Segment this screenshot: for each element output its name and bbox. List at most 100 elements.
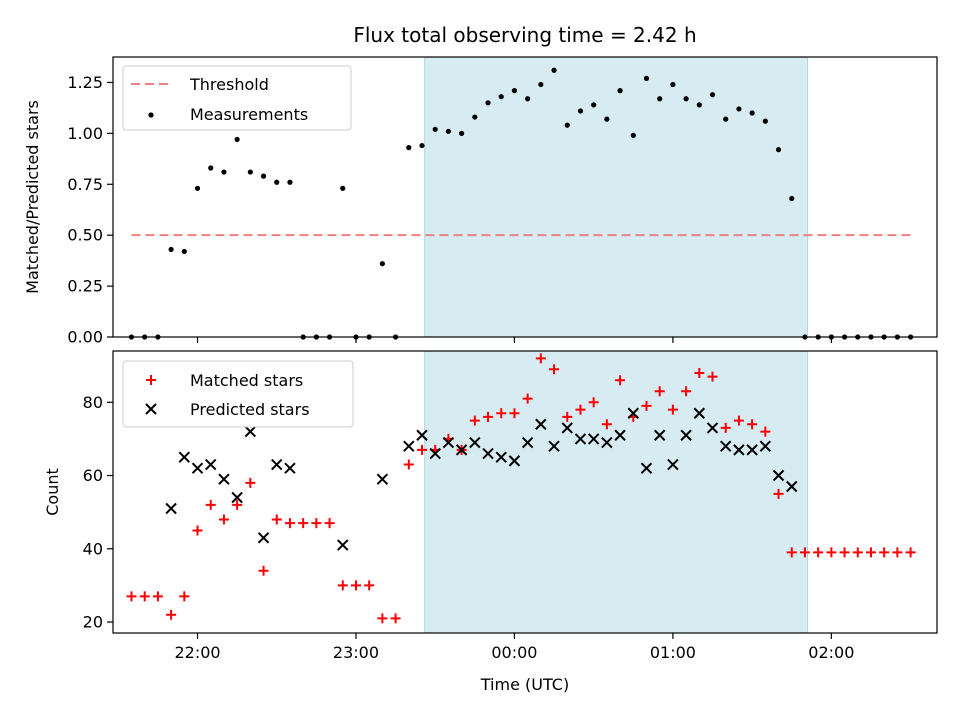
predicted-star-point [165, 502, 177, 515]
predicted-star-point [521, 436, 534, 449]
matched-star-point [469, 415, 480, 426]
predicted-star-point [653, 429, 666, 441]
bottom-x-ticks: 22:00 23:00 00:00 01:00 02:00 [174, 633, 854, 662]
matched-star-point [232, 499, 243, 510]
measurement-point [551, 67, 557, 73]
predicted-star-point [271, 458, 283, 471]
predicted-star-point [455, 444, 468, 456]
top-observing-span [424, 56, 809, 338]
predicted-star-point [376, 473, 389, 485]
measurement-point [221, 169, 227, 175]
measurement-point [696, 102, 702, 108]
top-y-axis-label: Matched/Predicted stars [23, 100, 42, 294]
measurement-point [498, 94, 504, 100]
measurement-point [564, 122, 570, 128]
y-tick-label: 1.25 [67, 73, 103, 92]
y-tick-label: 0.25 [67, 277, 103, 296]
measurement-point [683, 96, 689, 102]
top-legend-box [122, 65, 352, 131]
matched-star-point [892, 547, 903, 558]
predicted-star-point [495, 451, 507, 463]
predicted-star-point [218, 473, 230, 485]
predicted-star-point [759, 440, 772, 452]
matched-star-point [245, 477, 256, 488]
matched-star-point [575, 404, 586, 415]
matched-star-point [509, 408, 520, 419]
x-tick-label: 23:00 [333, 643, 379, 662]
measurement-point [406, 145, 412, 151]
x-tick-label: 22:00 [174, 643, 220, 662]
x-tick-label: 01:00 [650, 643, 696, 662]
top-axes-frame [112, 56, 938, 338]
measurement-point [604, 116, 610, 122]
matched-star-point [826, 547, 837, 558]
predicted-star-point [614, 429, 626, 441]
predicted-star-point [191, 462, 204, 474]
measurement-point [485, 100, 491, 106]
measurement-point [775, 147, 782, 153]
measurement-point [247, 169, 253, 175]
measurement-point [723, 116, 729, 122]
measurement-point [234, 136, 240, 143]
predicted-star-point [640, 462, 653, 474]
bottom-legend: Matched stars Predicted stars [122, 360, 354, 428]
x-axis-label: Time (UTC) [480, 675, 569, 694]
y-tick-label: 20 [83, 613, 103, 632]
matched-star-point [522, 393, 533, 404]
legend-matched-label: Matched stars [190, 371, 303, 390]
predicted-star-point [403, 440, 415, 452]
predicted-star-point [416, 429, 428, 441]
predicted-star-point [733, 444, 745, 456]
predicted-star-point [786, 480, 798, 493]
matched-star-point [879, 547, 890, 558]
matched-star-point [654, 386, 665, 397]
top-legend: Threshold Measurements [122, 65, 352, 131]
measurement-point [525, 96, 531, 102]
matched-star-point [417, 444, 427, 455]
matched-star-point [179, 591, 190, 602]
legend-measurements-swatch [148, 112, 154, 118]
matched-star-point [813, 547, 824, 558]
matched-star-point [324, 518, 335, 529]
legend-predicted-swatch [145, 403, 157, 415]
matched-star-point [350, 580, 361, 591]
matched-star-point [535, 353, 546, 364]
matched-star-point [258, 565, 269, 576]
predicted-star-point [667, 458, 679, 471]
measurement-point [459, 130, 465, 136]
predicted-star-point [574, 433, 587, 445]
matched-star-point [562, 411, 573, 422]
matched-star-point [337, 580, 348, 591]
matched-star-point [694, 367, 705, 378]
matched-star-point [760, 426, 771, 437]
predicted-star-point [601, 436, 613, 449]
predicted-star-point [535, 418, 547, 430]
measurement-point [419, 142, 425, 149]
measurement-point [445, 128, 452, 134]
predicted-star-point [244, 425, 257, 438]
matched-star-point [549, 364, 560, 375]
measurement-point [379, 261, 385, 267]
predicted-star-point [706, 422, 719, 434]
matched-star-point [205, 499, 216, 510]
y-tick-label: 40 [83, 539, 103, 558]
predicted-star-point [337, 539, 349, 551]
predicted-star-point [772, 469, 785, 482]
bottom-panel: 20 40 60 80 22:00 23:00 00:00 01:00 02:00 Count… [43, 350, 938, 694]
predicted-star-point [548, 440, 560, 452]
measurement-point [208, 165, 214, 171]
measurement-point [260, 173, 267, 179]
top-x-ticks [196, 337, 832, 343]
measurement-point [617, 88, 623, 94]
matched-star-point [615, 375, 626, 386]
matched-star-point [839, 547, 850, 558]
bottom-legend-box [122, 360, 354, 428]
measurement-point [287, 179, 293, 185]
y-tick-label: 0.50 [67, 226, 103, 245]
matched-star-point [496, 408, 507, 419]
matched-star-point [298, 518, 309, 529]
matched-star-point [681, 386, 692, 397]
matched-star-point [786, 547, 797, 558]
y-tick-label: 0.00 [67, 328, 103, 347]
